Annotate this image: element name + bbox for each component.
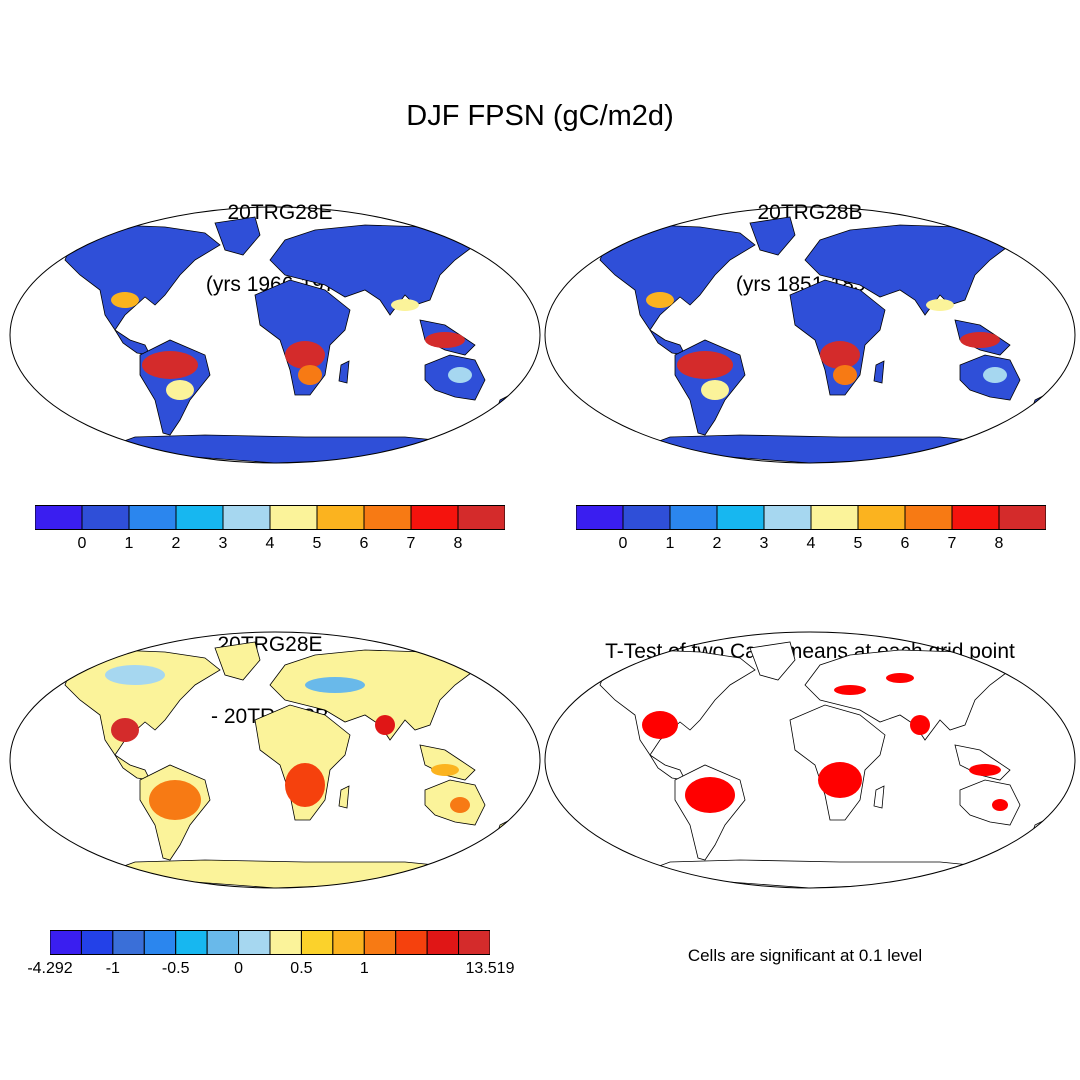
- colorbar-swatch: [175, 505, 224, 530]
- colorbar-swatch: [222, 505, 271, 530]
- colorbar-label: 5: [312, 535, 322, 552]
- colorbar-swatch: [35, 505, 83, 530]
- colorbar-swatch: [332, 930, 365, 955]
- colorbar-abs-right: 0 1 2 3 4 5 6 7 8: [576, 505, 1046, 555]
- colorbar-label: 3: [218, 535, 228, 552]
- colorbar-swatch: [457, 505, 505, 530]
- colorbar-swatches: [50, 930, 490, 955]
- significance-region: [886, 673, 914, 683]
- colorbar-swatch: [395, 930, 428, 955]
- map-frame: [544, 631, 1076, 889]
- significance-region: [642, 711, 678, 739]
- map-case1: [9, 206, 541, 464]
- colorbar-swatch: [206, 930, 240, 955]
- colorbar-label: -0.5: [161, 960, 190, 977]
- colorbar-label: 8: [453, 535, 463, 552]
- colorbar-swatches: [35, 505, 505, 530]
- colorbar-label: 2: [171, 535, 181, 552]
- colorbar-swatch: [316, 505, 365, 530]
- colorbar-swatch: [300, 930, 334, 955]
- colorbar-label: 0.5: [290, 960, 313, 977]
- colorbar-label: 0: [234, 960, 244, 977]
- colorbar-swatch: [458, 930, 490, 955]
- colorbar-swatch: [269, 505, 318, 530]
- colorbar-label: 8: [994, 535, 1004, 552]
- colorbar-swatch: [716, 505, 765, 530]
- colorbar-label: 5: [853, 535, 863, 552]
- map-case2: [544, 206, 1076, 464]
- map-ttest: [544, 631, 1076, 889]
- colorbar-swatch: [810, 505, 859, 530]
- colorbar-swatch: [998, 505, 1046, 530]
- colorbar-label: 4: [806, 535, 816, 552]
- significance-region: [969, 764, 1001, 776]
- colorbar-label: 6: [900, 535, 910, 552]
- colorbar-label: -1: [105, 960, 120, 977]
- colorbar-swatch: [426, 930, 460, 955]
- significance-region: [818, 762, 862, 798]
- colorbar-label: 1: [359, 960, 369, 977]
- colorbar-label: 7: [947, 535, 957, 552]
- colorbar-label: 0: [77, 535, 87, 552]
- colorbar-label: 13.519: [465, 960, 515, 977]
- colorbar-swatch: [951, 505, 1000, 530]
- colorbar-diff: -4.292 -1 -0.5 0 0.5 1 13.519: [27, 930, 514, 980]
- colorbar-label: 0: [618, 535, 628, 552]
- colorbar-swatch: [50, 930, 82, 955]
- colorbar-label: 1: [665, 535, 675, 552]
- colorbar-swatch: [669, 505, 718, 530]
- significance-note: Cells are significant at 0.1 level: [687, 946, 923, 965]
- colorbar-swatch: [175, 930, 208, 955]
- significance-region: [685, 777, 735, 813]
- main-title: DJF FPSN (gC/m2d): [406, 100, 674, 132]
- map-frame: [9, 206, 541, 464]
- colorbar-swatch: [363, 930, 397, 955]
- colorbar-swatch: [363, 505, 412, 530]
- colorbar-swatch: [410, 505, 459, 530]
- colorbar-swatch: [904, 505, 953, 530]
- colorbar-swatch: [857, 505, 906, 530]
- colorbar-label: 2: [712, 535, 722, 552]
- map-frame: [9, 631, 541, 889]
- colorbar-swatch: [80, 930, 114, 955]
- colorbar-swatch: [576, 505, 624, 530]
- colorbar-label: 7: [406, 535, 416, 552]
- colorbar-swatch: [143, 930, 177, 955]
- map-frame: [544, 206, 1076, 464]
- colorbar-label: 4: [265, 535, 275, 552]
- colorbar-label: 1: [124, 535, 134, 552]
- colorbar-swatch: [112, 930, 145, 955]
- colorbar-swatch: [238, 930, 271, 955]
- colorbar-swatch: [763, 505, 812, 530]
- colorbar-abs-left: 0 1 2 3 4 5 6 7 8: [35, 505, 505, 555]
- colorbar-label: 3: [759, 535, 769, 552]
- significance-region: [992, 799, 1008, 811]
- colorbar-label: -4.292: [27, 960, 73, 977]
- significance-region: [910, 715, 930, 735]
- colorbar-swatch: [622, 505, 671, 530]
- map-diff: [9, 631, 541, 889]
- significance-region: [834, 685, 866, 695]
- colorbar-swatch: [269, 930, 302, 955]
- colorbar-swatch: [81, 505, 130, 530]
- colorbar-swatch: [128, 505, 177, 530]
- colorbar-label: 6: [359, 535, 369, 552]
- colorbar-swatches: [576, 505, 1046, 530]
